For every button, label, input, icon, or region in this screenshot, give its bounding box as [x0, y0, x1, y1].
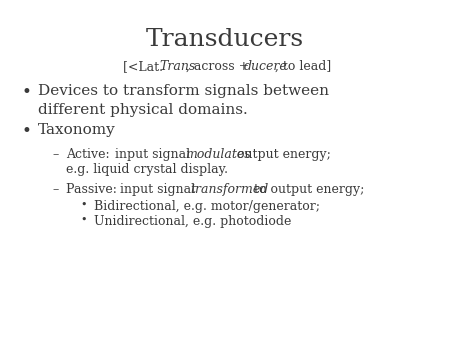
Text: Devices to transform signals between: Devices to transform signals between [38, 84, 329, 98]
Text: Passive:: Passive: [66, 183, 125, 196]
Text: input signal: input signal [120, 183, 199, 196]
Text: •: • [80, 200, 86, 210]
Text: •: • [22, 123, 32, 140]
Text: e.g. liquid crystal display.: e.g. liquid crystal display. [66, 163, 228, 176]
Text: to output energy;: to output energy; [250, 183, 364, 196]
Text: –: – [52, 148, 58, 161]
Text: –: – [52, 183, 58, 196]
Text: transformed: transformed [190, 183, 269, 196]
Text: Trans: Trans [160, 60, 196, 73]
Text: input signal: input signal [115, 148, 194, 161]
Text: Transducers: Transducers [146, 28, 304, 51]
Text: Active:: Active: [66, 148, 117, 161]
Text: •: • [80, 215, 86, 225]
Text: , across +: , across + [186, 60, 253, 73]
Text: ducere: ducere [243, 60, 287, 73]
Text: different physical domains.: different physical domains. [38, 103, 248, 117]
Text: Taxonomy: Taxonomy [38, 123, 116, 137]
Text: •: • [22, 84, 32, 101]
Text: Unidirectional, e.g. photodiode: Unidirectional, e.g. photodiode [94, 215, 292, 228]
Text: modulates: modulates [185, 148, 250, 161]
Text: output energy;: output energy; [234, 148, 331, 161]
Text: , to lead]: , to lead] [274, 60, 331, 73]
Text: Bidirectional, e.g. motor/generator;: Bidirectional, e.g. motor/generator; [94, 200, 320, 213]
Text: [<Lat.: [<Lat. [123, 60, 167, 73]
